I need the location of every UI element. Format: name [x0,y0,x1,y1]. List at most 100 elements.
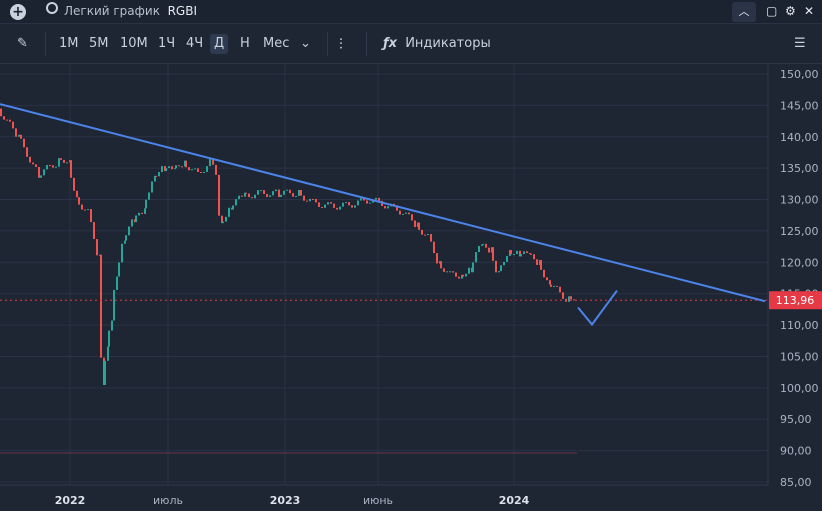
candle [357,200,359,206]
candle [168,166,170,169]
candle [536,259,538,265]
candle [228,207,230,217]
candle [6,119,8,121]
candle [29,156,31,163]
candle [333,203,335,208]
pencil-icon[interactable]: ✎ [17,36,28,51]
timeframe-1h[interactable]: 1Ч [158,36,176,51]
candle [266,193,268,197]
close-icon[interactable]: ✕ [804,4,815,18]
x-tick-label: июль [153,494,183,507]
candle [141,212,143,214]
candle [510,250,512,255]
y-tick-label: 125,00 [780,225,819,238]
candle [309,198,311,202]
candle [482,243,484,245]
candle [369,202,371,204]
x-tick-label: 2023 [270,494,301,507]
candle [248,193,250,198]
candle [161,166,163,173]
candle [107,346,109,361]
candle [300,189,302,196]
chevron-down-icon[interactable]: ⌄ [300,36,311,51]
candle [260,190,262,192]
instrument-title[interactable]: Легкий график RGBI [64,4,197,18]
timeframe-week[interactable]: Н [240,36,250,51]
timeframe-10m[interactable]: 10М [120,36,148,51]
candle [46,165,48,170]
candle [76,190,78,198]
y-tick-label: 140,00 [780,131,819,144]
candle [461,274,463,279]
candle [181,166,183,168]
add-icon[interactable]: + [10,4,26,20]
candle [562,292,564,299]
candle [113,289,115,321]
indicators-button[interactable]: ƒx Индикаторы [383,34,491,54]
candle [283,190,285,195]
trendline[interactable] [0,103,766,303]
candle [155,175,157,177]
candlestick-icon[interactable]: ⫶ [339,35,343,53]
menu-x-icon[interactable]: ☰ [794,36,806,51]
candle [339,206,341,210]
timeframe-1m[interactable]: 1М [59,36,79,51]
candle [295,195,297,197]
candle [327,202,329,205]
gear-icon[interactable]: ⚙ [785,4,796,18]
collapse-button[interactable]: ︿ [732,2,756,22]
candle [348,202,350,206]
drawn-path[interactable] [577,289,618,327]
candle [254,194,256,199]
candle [378,197,380,201]
timeframe-4h[interactable]: 4Ч [186,36,204,51]
candle [408,212,410,215]
candle [481,244,483,246]
candle [520,253,522,257]
search-icon [46,2,58,14]
candle [104,360,106,385]
price-chart[interactable]: 150,00 145,00 140,00 135,00 130,00 125,00 120,… [0,64,822,511]
candle [128,226,130,236]
candle [315,198,317,203]
candle [244,192,246,197]
candle [550,284,552,287]
y-tick-label: 145,00 [780,99,819,112]
candle [342,202,344,207]
candle [436,253,438,264]
candle [125,235,127,241]
candle [318,202,320,207]
candle [516,250,518,255]
candle [556,285,558,287]
last-price-badge [769,291,822,310]
candle [488,247,490,253]
y-tick-label: 95,00 [780,413,812,426]
candle [559,286,561,293]
candle [430,234,432,242]
candle [405,212,407,214]
candle [221,215,223,224]
plot-area [0,64,768,485]
candle [485,243,487,248]
y-tick-label: 90,00 [780,445,812,458]
candle [303,195,305,201]
candle [354,205,356,208]
timeframe-month[interactable]: Мес [263,36,290,51]
candle [124,240,126,244]
square-icon[interactable]: ▢ [766,4,778,18]
candle [58,158,60,167]
candle [55,166,57,168]
timeframe-5m[interactable]: 5М [89,36,109,51]
candle [411,214,413,221]
candle [0,108,2,117]
candle [90,209,92,223]
candle [269,195,271,197]
candle [549,280,551,285]
candle [568,296,570,302]
candle [108,330,110,347]
candle [498,271,500,273]
search-field[interactable] [46,2,64,19]
candle [215,164,217,175]
timeframe-day[interactable]: Д [210,34,229,54]
candle [241,195,243,197]
